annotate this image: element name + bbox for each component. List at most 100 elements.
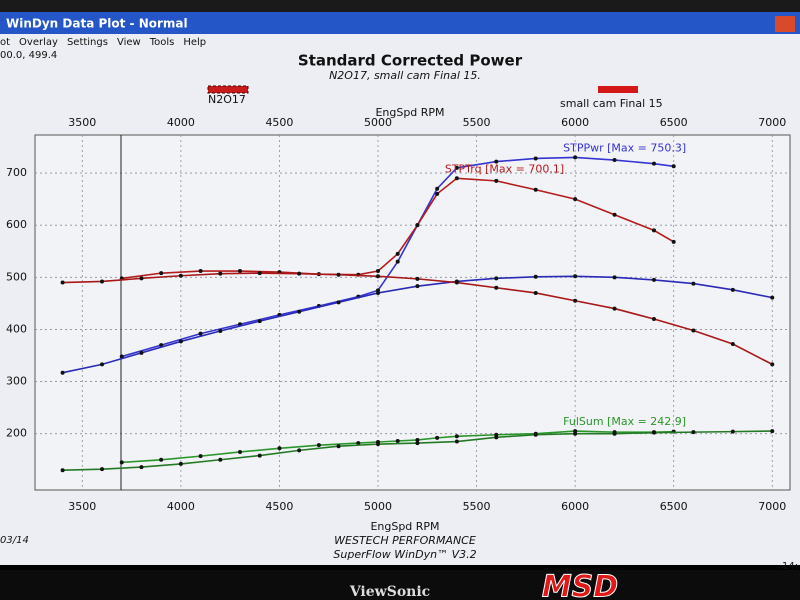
footer-software: SuperFlow WinDyn™ V3.2 (333, 548, 476, 561)
data-point (494, 285, 499, 290)
data-point (178, 461, 183, 466)
line-annotation: STPPwr [Max = 750.3] (563, 141, 686, 154)
x-tick-label: 5500 (463, 500, 491, 513)
y-tick-label: 600 (6, 218, 27, 231)
data-point (454, 434, 459, 439)
plot-area (34, 134, 791, 491)
chart-title: Standard Corrected Power (298, 52, 523, 70)
menu-item[interactable]: Tools (149, 37, 175, 48)
x-axis-label-top: EngSpd RPM (375, 106, 444, 119)
menu-bar: ot Overlay Settings View Tools Help (0, 37, 206, 48)
data-point (730, 287, 735, 292)
data-point (376, 290, 381, 295)
data-point (415, 437, 420, 442)
data-point (376, 274, 381, 279)
data-point (119, 460, 124, 465)
data-point (730, 342, 735, 347)
data-point (454, 165, 459, 170)
x-tick-label: 3500 (68, 500, 96, 513)
data-point (573, 298, 578, 303)
data-point (435, 191, 440, 196)
bezel-brand: ViewSonic (349, 584, 430, 600)
menu-item[interactable]: View (117, 37, 141, 48)
data-point (612, 306, 617, 311)
data-point (533, 432, 538, 437)
data-point (238, 449, 243, 454)
close-button[interactable] (775, 16, 795, 32)
data-point (730, 429, 735, 434)
data-point (770, 429, 775, 434)
data-point (533, 274, 538, 279)
data-point (356, 441, 361, 446)
menu-item[interactable]: Help (183, 37, 206, 48)
data-point (454, 280, 459, 285)
data-point (533, 187, 538, 192)
data-point (139, 350, 144, 355)
menu-item[interactable]: Overlay (19, 37, 58, 48)
data-point (612, 158, 617, 163)
data-point (376, 269, 381, 274)
data-point (612, 212, 617, 217)
data-point (651, 317, 656, 322)
x-tick-label-top: 5500 (463, 116, 491, 129)
data-point (691, 430, 696, 435)
data-point (494, 276, 499, 281)
data-point (671, 239, 676, 244)
data-point (60, 468, 65, 473)
footer-company: WESTECH PERFORMANCE (334, 534, 476, 547)
legend-swatch (207, 85, 249, 94)
data-point (533, 290, 538, 295)
title-bar (0, 12, 800, 34)
data-point (238, 269, 243, 274)
x-tick-label-top: 6000 (561, 116, 589, 129)
menu-item[interactable]: Settings (67, 37, 108, 48)
data-point (297, 448, 302, 453)
data-point (612, 275, 617, 280)
legend-label: N2O17 (208, 93, 246, 106)
data-point (415, 276, 420, 281)
data-point (257, 453, 262, 458)
data-line (121, 430, 674, 464)
data-point (336, 272, 341, 277)
bezel-sticker: MSD (542, 570, 618, 600)
data-point (651, 430, 656, 435)
data-point (651, 161, 656, 166)
data-point (533, 156, 538, 161)
data-point (178, 273, 183, 278)
x-tick-label: 5000 (364, 500, 392, 513)
data-point (100, 467, 105, 472)
data-point (415, 441, 420, 446)
data-point (573, 197, 578, 202)
x-tick-label-top: 3500 (68, 116, 96, 129)
bezel-top (0, 0, 800, 12)
data-point (60, 370, 65, 375)
data-point (651, 228, 656, 233)
x-axis-label: EngSpd RPM (370, 520, 439, 533)
data-point (395, 259, 400, 264)
x-tick-label-top: 6500 (660, 116, 688, 129)
data-point (336, 300, 341, 305)
data-point (297, 309, 302, 314)
data-point (159, 271, 164, 276)
data-point (100, 279, 105, 284)
legend-label: small cam Final 15 (560, 97, 663, 110)
data-point (60, 280, 65, 285)
x-tick-label: 7000 (758, 500, 786, 513)
data-point (691, 281, 696, 286)
data-line (121, 177, 675, 280)
y-tick-label: 400 (6, 322, 27, 335)
data-point (257, 271, 262, 276)
menu-item[interactable]: ot (0, 37, 10, 48)
data-point (159, 457, 164, 462)
x-tick-label: 6000 (561, 500, 589, 513)
data-point (100, 362, 105, 367)
legend-swatch (598, 86, 638, 93)
data-point (218, 457, 223, 462)
y-tick-label: 700 (6, 166, 27, 179)
data-point (494, 435, 499, 440)
data-point (770, 362, 775, 367)
data-point (573, 431, 578, 436)
data-point (178, 339, 183, 344)
data-point (139, 276, 144, 281)
